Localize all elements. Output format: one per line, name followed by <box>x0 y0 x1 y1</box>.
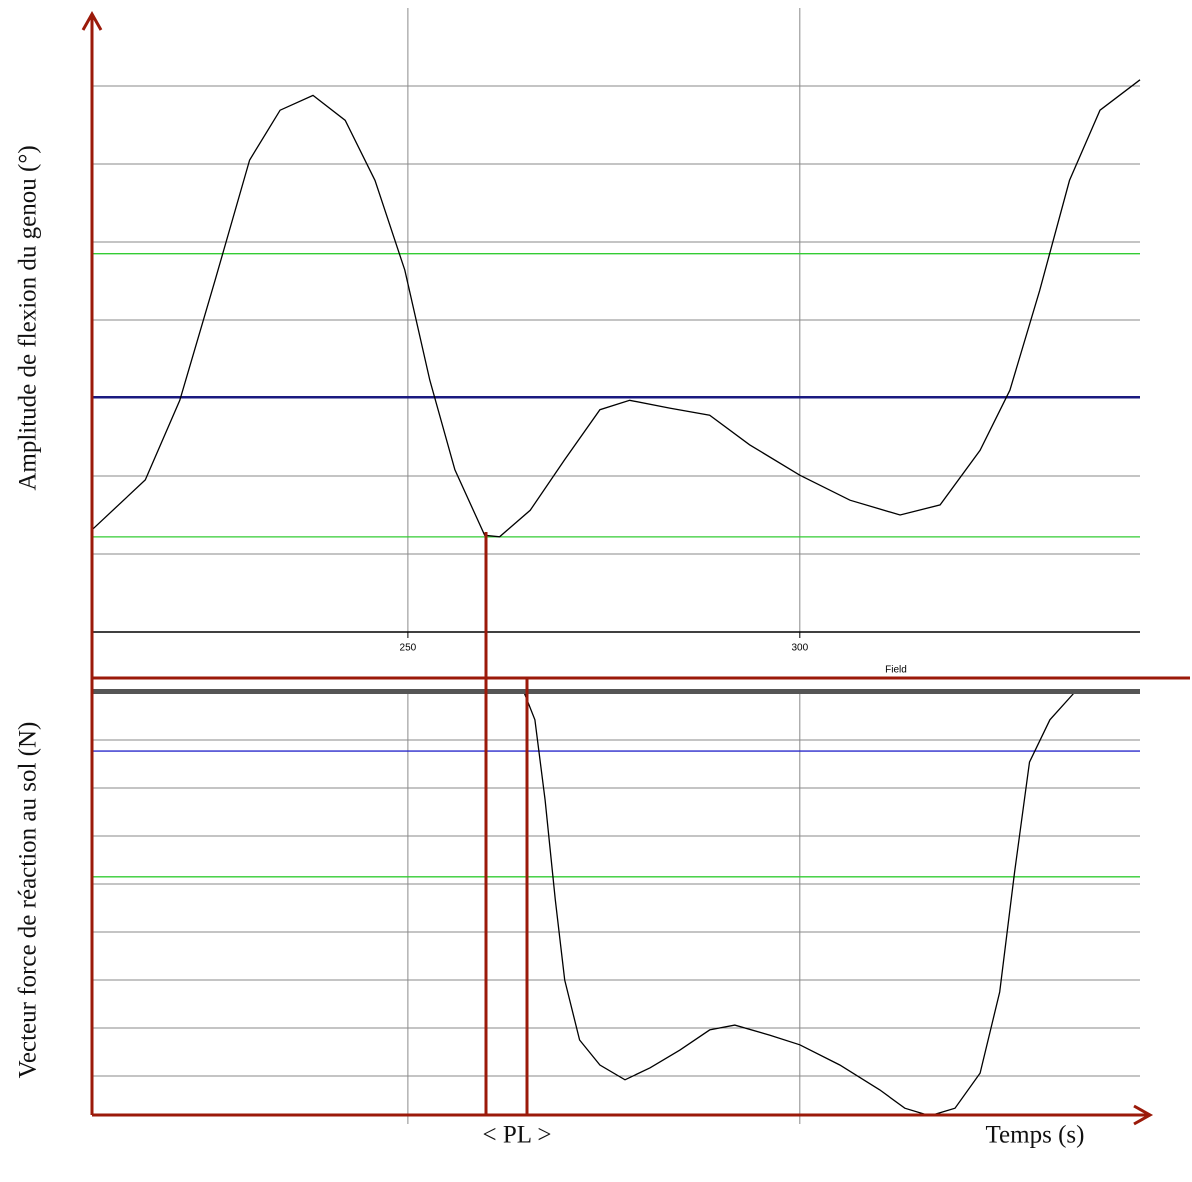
plot-layer: 250 300 <box>91 8 1141 1124</box>
x-axis-label: Field <box>885 665 907 676</box>
x-tick-label: 300 <box>791 643 808 654</box>
y-axis-label: Vecteur force de réaction au sol (N) <box>15 722 42 1079</box>
x-axis-arrow <box>1133 1104 1154 1126</box>
data-line <box>523 691 1076 1117</box>
bottom-top-border <box>92 689 1140 694</box>
x-axis-label: Temps (s) <box>986 1122 1085 1149</box>
x-tick-label: 250 <box>400 643 417 654</box>
annotation: < PL > <box>483 1122 552 1149</box>
data-line <box>91 79 1141 538</box>
y-axis-label: Amplitude de flexion du genou (°) <box>15 145 42 490</box>
y-axis-arrow <box>81 10 103 31</box>
